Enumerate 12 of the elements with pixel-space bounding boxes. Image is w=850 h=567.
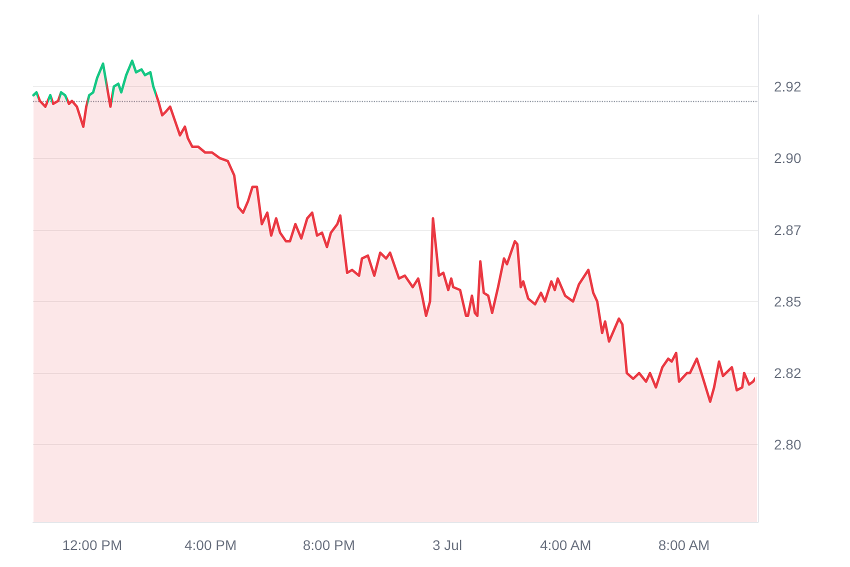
x-tick-label: 4:00 AM: [540, 537, 592, 553]
x-tick-label: 12:00 PM: [62, 537, 122, 553]
y-tick-label: 2.82: [774, 365, 802, 382]
y-tick-label: 2.87: [774, 222, 802, 238]
x-tick-label: 4:00 PM: [184, 537, 237, 553]
y-tick-label: 2.92: [774, 78, 802, 95]
y-tick-label: 2.90: [774, 150, 802, 166]
y-tick-label: 2.80: [774, 436, 802, 453]
x-tick-label: 8:00 PM: [302, 537, 355, 553]
x-tick-label: 3 Jul: [432, 537, 462, 553]
y-tick-label: 2.85: [774, 293, 802, 310]
x-tick-label: 8:00 AM: [658, 537, 710, 553]
